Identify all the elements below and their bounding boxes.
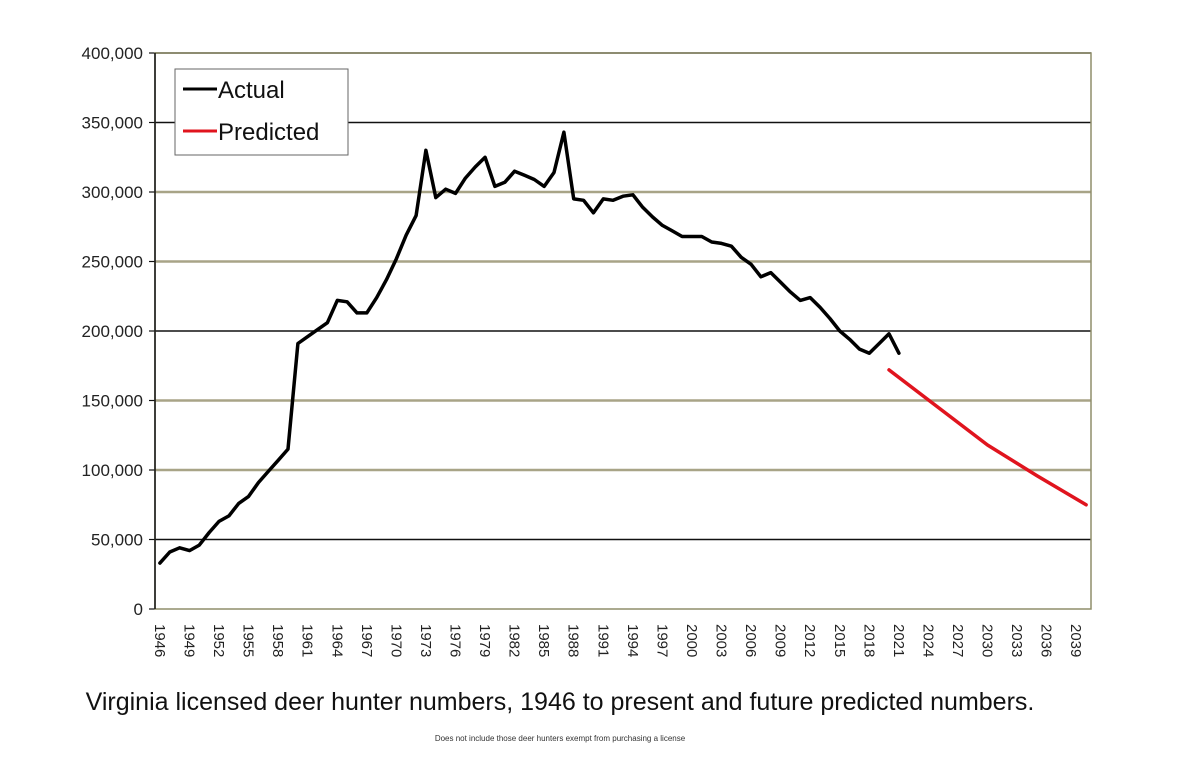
x-tick-label: 1946 <box>151 624 168 657</box>
x-tick-label: 2036 <box>1038 624 1055 657</box>
x-tick-label: 1970 <box>387 624 404 657</box>
x-tick-label: 1976 <box>447 624 464 657</box>
x-tick-label: 1949 <box>180 624 197 657</box>
x-tick-label: 1967 <box>358 624 375 657</box>
x-tick-label: 2006 <box>742 624 759 657</box>
y-tick-label: 350,000 <box>82 114 143 133</box>
x-tick-label: 1952 <box>210 624 227 657</box>
y-tick-label: 150,000 <box>82 392 143 411</box>
chart-footnote: Does not include those deer hunters exem… <box>434 734 686 743</box>
series-line-actual <box>158 130 901 565</box>
x-tick-label: 1982 <box>506 624 523 657</box>
legend-label-predicted: Predicted <box>218 119 319 146</box>
y-tick-label: 250,000 <box>82 253 143 272</box>
y-tick-label: 0 <box>134 600 143 619</box>
chart-title: Virginia licensed deer hunter numbers, 1… <box>85 688 1035 716</box>
x-tick-label: 1988 <box>565 624 582 657</box>
x-tick-label: 1985 <box>535 624 552 657</box>
x-tick-label: 2030 <box>979 624 996 657</box>
x-tick-label: 2021 <box>890 624 907 657</box>
x-tick-label: 1961 <box>299 624 316 657</box>
x-tick-label: 2018 <box>860 624 877 657</box>
x-tick-label: 2003 <box>713 624 730 657</box>
x-tick-label: 2027 <box>949 624 966 657</box>
x-tick-label: 2009 <box>772 624 789 657</box>
x-tick-label: 1958 <box>269 624 286 657</box>
series-group <box>158 130 1088 565</box>
legend-box <box>174 68 349 156</box>
legend: Actual Predicted <box>174 68 349 156</box>
x-tick-label: 2039 <box>1067 624 1084 657</box>
x-tick-label: 2024 <box>919 624 936 657</box>
y-tick-label: 100,000 <box>82 461 143 480</box>
x-axis-ticks: 1946 1949 1952 1955 1958 1961 1964 1967 1970 1973… <box>151 624 1084 657</box>
x-tick-label: 1991 <box>594 624 611 657</box>
x-tick-label: 1964 <box>328 624 345 657</box>
x-tick-label: 2033 <box>1008 624 1025 657</box>
x-tick-label: 1979 <box>476 624 493 657</box>
y-tick-label: 200,000 <box>82 322 143 341</box>
x-tick-label: 1973 <box>417 624 434 657</box>
x-tick-label: 2012 <box>801 624 818 657</box>
x-tick-label: 1997 <box>653 624 670 657</box>
x-tick-label: 1994 <box>624 624 641 657</box>
y-tick-label: 300,000 <box>82 183 143 202</box>
y-tick-label: 50,000 <box>91 531 143 550</box>
x-tick-label: 1955 <box>240 624 257 657</box>
y-tick-label: 400,000 <box>82 44 143 63</box>
legend-label-actual: Actual <box>218 77 285 104</box>
y-axis-ticks: 0 50,000 100,000 150,000 200,000 250,000 300,0… <box>82 44 143 619</box>
series-line-predicted <box>887 368 1088 507</box>
x-tick-label: 2000 <box>683 624 700 657</box>
x-tick-label: 2015 <box>831 624 848 657</box>
